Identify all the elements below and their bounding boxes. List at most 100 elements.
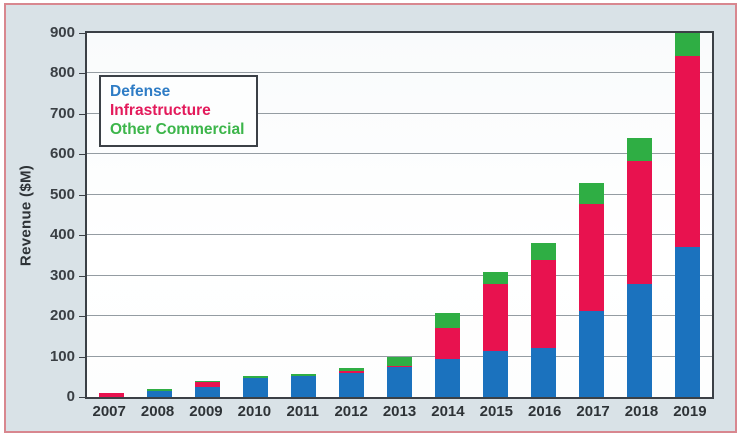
bar-segment-other-commercial (338, 367, 364, 372)
bar-segment-infrastructure (675, 56, 701, 248)
y-tick-label-0: 0 (66, 388, 75, 405)
gridline-400 (87, 234, 712, 236)
gridline-500 (87, 193, 712, 195)
bar-segment-defense (435, 358, 461, 397)
bar-slot-2015 (472, 33, 520, 397)
bar-2012 (338, 367, 364, 397)
x-tick-label-2017: 2017 (576, 403, 610, 420)
bar-slot-2007 (87, 33, 135, 397)
y-tick-500 (79, 194, 85, 196)
bar-2009 (194, 380, 220, 397)
bar-segment-other-commercial (194, 380, 220, 382)
bar-segment-infrastructure (194, 381, 220, 387)
bar-segment-defense (675, 247, 701, 397)
bar-slot-2016 (520, 33, 568, 397)
bar-2007 (98, 392, 124, 397)
bar-slot-2008 (135, 33, 183, 397)
bar-segment-defense (146, 390, 172, 397)
bar-segment-other-commercial (387, 357, 412, 366)
bar-segment-other-commercial (290, 373, 316, 376)
bar-segment-other-commercial (675, 33, 701, 57)
x-tick-label-2018: 2018 (624, 403, 659, 420)
gridline-600 (87, 153, 712, 155)
bar-slot-2017 (568, 33, 616, 397)
bar-2018 (627, 138, 653, 397)
x-tick-label-2009: 2009 (189, 403, 223, 420)
bar-segment-other-commercial (483, 271, 509, 284)
bar-2016 (531, 243, 557, 397)
bar-2017 (579, 183, 605, 397)
bar-2019 (675, 33, 701, 397)
y-tick-label-500: 500 (49, 185, 75, 203)
y-axis-title: Revenue ($M) (17, 164, 35, 267)
y-tick-800 (79, 73, 85, 75)
bar-slot-2009 (183, 33, 231, 397)
y-tick-900 (79, 33, 85, 34)
bar-segment-infrastructure (435, 328, 461, 359)
bar-slot-2010 (231, 33, 279, 397)
x-tick-label-2019: 2019 (673, 403, 707, 420)
y-tick-label-200: 200 (49, 307, 75, 325)
bar-slot-2013 (375, 33, 423, 397)
bar-2010 (242, 375, 268, 397)
gridline-100 (87, 355, 712, 357)
bar-segment-defense (531, 347, 557, 397)
x-tick-label-2007: 2007 (92, 403, 126, 420)
bar-segment-infrastructure (338, 371, 364, 373)
bar-segment-defense (627, 283, 653, 397)
x-tick-label-2014: 2014 (431, 403, 465, 420)
bar-series (87, 33, 712, 397)
bar-segment-defense (483, 350, 509, 397)
bar-2008 (146, 388, 172, 397)
legend-item-other-commercial: Other Commercial (110, 121, 245, 138)
y-tick-label-900: 900 (49, 24, 75, 41)
bar-segment-other-commercial (146, 388, 172, 391)
bar-2013 (387, 357, 412, 397)
bar-slot-2019 (664, 33, 712, 397)
x-tick-label-2008: 2008 (140, 403, 175, 420)
bar-slot-2012 (327, 33, 375, 397)
y-tick-0 (79, 397, 85, 398)
x-tick-label-2015: 2015 (479, 403, 513, 420)
y-tick-label-800: 800 (49, 64, 75, 82)
x-tick-label-2012: 2012 (334, 403, 368, 420)
y-tick-300 (79, 275, 85, 277)
y-tick-label-400: 400 (49, 226, 75, 244)
bar-slot-2018 (616, 33, 664, 397)
y-tick-100 (79, 356, 85, 358)
y-tick-600 (79, 154, 85, 156)
x-tick-label-2013: 2013 (382, 403, 417, 420)
bar-segment-other-commercial (579, 183, 605, 205)
gridline-300 (87, 274, 712, 276)
bar-segment-defense (387, 367, 412, 397)
x-tick-label-2011: 2011 (286, 403, 320, 420)
y-tick-label-100: 100 (49, 347, 75, 365)
bar-segment-defense (338, 372, 364, 397)
x-tick-label-2016: 2016 (528, 403, 562, 420)
bar-segment-infrastructure (531, 259, 557, 348)
gridline-700 (87, 112, 712, 114)
x-axis-labels: 2007 2008 2009 2010 2011 2012 2013 2014 2015 2016… (85, 403, 714, 420)
gridline-800 (87, 72, 712, 74)
bar-segment-infrastructure (387, 365, 412, 368)
bar-2014 (435, 312, 461, 397)
bar-segment-other-commercial (627, 138, 653, 162)
bar-segment-infrastructure (627, 161, 653, 284)
y-tick-label-600: 600 (49, 145, 75, 163)
gridline-200 (87, 315, 712, 317)
bar-segment-defense (290, 375, 316, 397)
bar-segment-infrastructure (483, 283, 509, 351)
y-tick-label-300: 300 (49, 266, 75, 284)
bar-segment-infrastructure (98, 392, 124, 397)
y-tick-400 (79, 235, 85, 237)
bar-segment-infrastructure (579, 204, 605, 312)
bar-2011 (290, 373, 316, 397)
legend-box: Defense Infrastructure Other Commercial (99, 75, 259, 147)
bar-2015 (483, 271, 509, 397)
y-tick-700 (79, 113, 85, 115)
y-tick-label-700: 700 (49, 104, 75, 122)
legend-item-defense: Defense (110, 83, 171, 100)
bar-slot-2011 (279, 33, 327, 397)
bar-segment-defense (194, 386, 220, 397)
